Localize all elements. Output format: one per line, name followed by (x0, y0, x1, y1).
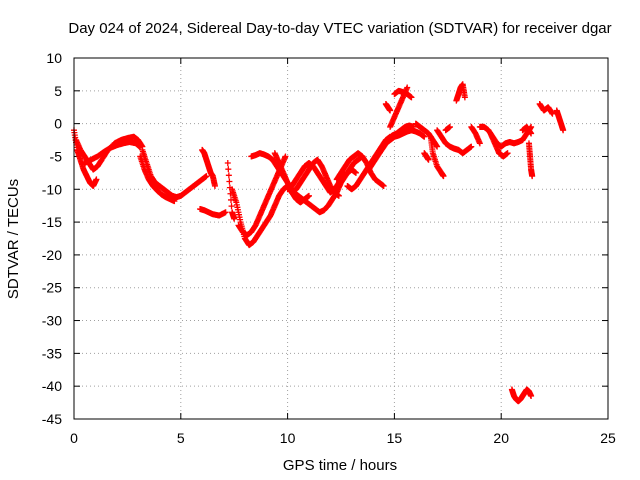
data-point (305, 192, 312, 199)
series-arc-20 (382, 100, 394, 114)
y-tick-label: 0 (54, 116, 62, 132)
data-point (421, 133, 428, 140)
series-arc-04 (139, 146, 210, 201)
series-arc-34 (508, 386, 535, 405)
x-tick-label: 5 (177, 430, 185, 446)
data-point (408, 94, 415, 101)
data-point (425, 156, 432, 163)
series-arc-23 (421, 150, 432, 163)
x-tick-label: 0 (70, 430, 78, 446)
data-point (461, 94, 468, 101)
grid-lines (74, 58, 608, 419)
y-tick-label: -35 (42, 345, 62, 361)
series-arc-29 (487, 130, 511, 160)
x-tick-label: 10 (280, 430, 296, 446)
data-point (227, 196, 234, 203)
y-tick-label: -25 (42, 280, 62, 296)
data-point (387, 107, 394, 114)
data-point (504, 150, 511, 157)
y-tick-label: -5 (50, 148, 63, 164)
y-tick-label: -10 (42, 181, 62, 197)
series-arc-06 (199, 146, 218, 189)
data-point (446, 123, 453, 130)
plot-frame (73, 57, 609, 420)
data-point (228, 203, 235, 210)
series-arc-22 (427, 133, 447, 180)
x-tick-label: 15 (387, 430, 403, 446)
data-point (434, 143, 441, 150)
y-tick-label: 10 (46, 50, 62, 66)
series-arc-09 (229, 182, 312, 249)
series-arc-01 (71, 127, 100, 189)
data-point (352, 169, 359, 176)
chart-title: Day 024 of 2024, Sidereal Day-to-day VTE… (68, 20, 611, 37)
data-point (222, 209, 229, 216)
y-axis-ticks: 10 5 0 -5 -10 -15 -20 -25 -30 -35 -40 -45 (42, 50, 608, 427)
y-tick-label: -45 (42, 411, 62, 427)
data-point (171, 198, 178, 205)
x-axis-ticks: 0 5 10 15 20 25 (70, 58, 616, 446)
x-tick-label: 20 (493, 430, 509, 446)
data-point (440, 173, 447, 180)
data-point (211, 182, 218, 189)
data-point (549, 110, 556, 117)
series-arc-24 (434, 127, 475, 157)
series-arc-17 (376, 122, 417, 157)
data-point (528, 130, 535, 137)
series-arc-07 (197, 205, 229, 219)
data-point (404, 84, 411, 91)
y-axis-label: SDTVAR / TECUs (5, 179, 22, 299)
x-axis-label: GPS time / hours (283, 457, 397, 474)
series-arc-32 (536, 100, 556, 117)
data-point (410, 123, 417, 130)
data-point (476, 140, 483, 147)
series-arc-03 (81, 139, 144, 167)
data-point (528, 393, 535, 400)
y-tick-label: 5 (54, 83, 62, 99)
y-tick-label: -20 (42, 247, 62, 263)
x-tick-label: 25 (600, 430, 616, 446)
y-tick-label: -40 (42, 378, 62, 394)
series-arc-33 (553, 107, 567, 134)
data-point (203, 173, 210, 180)
series-arc-30 (525, 140, 536, 180)
data-point (231, 215, 238, 222)
series-arc-27 (468, 123, 483, 147)
data-point (225, 172, 232, 179)
series-arc-31 (519, 123, 535, 137)
data-point (468, 143, 475, 150)
data-point (93, 176, 100, 183)
data-point (529, 173, 536, 180)
series-arc-26 (453, 81, 468, 104)
series-arc-08 (224, 160, 238, 222)
data-point (335, 192, 342, 199)
y-tick-label: -30 (42, 313, 62, 329)
data-point (225, 166, 232, 173)
data-point (282, 153, 289, 160)
series-arc-13 (284, 160, 359, 196)
series-arc-05 (137, 153, 178, 205)
data-point (224, 160, 231, 167)
series-arc-19 (391, 87, 415, 101)
data-point (560, 127, 567, 134)
series-arc-25 (442, 123, 453, 134)
series-arc-18 (387, 84, 411, 130)
data-points (71, 81, 567, 405)
data-point (380, 182, 387, 189)
y-tick-label: -15 (42, 214, 62, 230)
data-point (226, 178, 233, 185)
